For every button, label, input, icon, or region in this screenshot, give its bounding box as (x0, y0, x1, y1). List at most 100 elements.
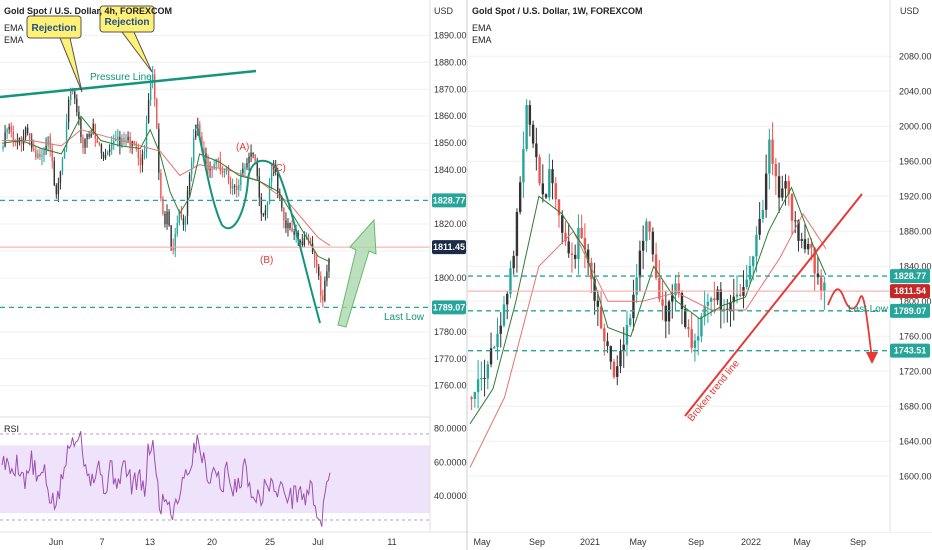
candle-body (104, 155, 107, 159)
candle-body (127, 136, 129, 141)
candle-body (315, 259, 318, 267)
x-tick-label: Jul (312, 537, 324, 547)
wave-projection-path (196, 124, 321, 324)
left-chart-title: Gold Spot / U.S. Dollar, 4h, FOREXCOM (4, 6, 172, 16)
candle-body (696, 336, 700, 341)
candle-body (764, 173, 768, 210)
x-tick-label: Sep (850, 537, 866, 547)
candle-body (687, 326, 690, 330)
candle-body (199, 124, 201, 137)
x-tick-label: 7 (99, 537, 104, 547)
candle-body (709, 298, 713, 302)
projected-decline-path (827, 288, 873, 361)
y-tick-label: 2080.00 (899, 51, 932, 61)
candle-body (178, 211, 181, 224)
candle-body (33, 148, 35, 151)
candle-body (716, 289, 719, 301)
candle-body (233, 185, 236, 187)
candle-body (612, 361, 616, 377)
y-tick-label: 1820.00 (434, 219, 467, 229)
candle-body (168, 211, 170, 226)
candle-body (264, 210, 267, 216)
candle-body (80, 118, 82, 137)
candle-body (790, 194, 794, 221)
rejection-label-2: Rejection (104, 17, 149, 28)
candle-body (713, 298, 716, 301)
candle-body (76, 98, 78, 112)
x-tick-label: Sep (529, 537, 545, 547)
candle-body (496, 333, 499, 347)
candle-body (69, 88, 72, 100)
x-tick-label: Sep (688, 537, 704, 547)
candle-body (476, 379, 480, 393)
candle-body (641, 240, 645, 251)
candle-body (518, 182, 522, 212)
candle-body (541, 183, 545, 195)
candle-body (121, 137, 123, 146)
candle-body (313, 252, 316, 260)
right-chart: Broken trend line Last Low Gold Spot / U… (466, 0, 890, 550)
candle-body (629, 318, 632, 325)
candle-body (41, 155, 43, 157)
candle-body (88, 134, 90, 137)
candle-body (67, 99, 70, 122)
price-tag (432, 300, 466, 315)
candle-body (706, 301, 710, 306)
candle-body (82, 136, 84, 148)
candle-body (215, 159, 217, 165)
candle-body (307, 235, 310, 241)
y-tick-label: 1640.00 (899, 436, 932, 446)
price-tag (890, 284, 930, 299)
rejection-callout-2: Rejection (99, 5, 155, 73)
x-tick-label: 20 (207, 537, 217, 547)
candle-body (807, 244, 810, 250)
y-tick-label: 1890.00 (434, 30, 467, 40)
candle-body (577, 227, 580, 259)
left-last-low-label: Last Low (384, 312, 425, 323)
right-y-ticks: 1600.00 1640.00 1680.00 1720.00 1760.00 1800.… (899, 51, 932, 481)
price-tag-label: 1811.45 (433, 242, 465, 252)
rejection-pointer-2 (121, 31, 153, 73)
candle-body (240, 173, 242, 186)
candle-body (154, 74, 156, 99)
candle-body (674, 283, 677, 296)
candle-body (90, 134, 92, 137)
candle-body (180, 211, 183, 219)
candle-body (47, 136, 49, 146)
y-tick-label: 1860.00 (434, 111, 467, 121)
candle-body (125, 140, 127, 142)
candle-body (619, 350, 622, 367)
price-tag-label: 1828.77 (433, 195, 466, 205)
candle-body (55, 185, 58, 195)
candle-body (207, 157, 209, 170)
candle-body (203, 148, 205, 154)
price-tag-label: 1789.07 (433, 302, 466, 312)
candle-body (270, 172, 273, 182)
candle-body (149, 80, 152, 101)
x-tick-label: 2022 (741, 537, 761, 547)
pressure-line-label: Pressure Line (90, 72, 152, 83)
candle-body (486, 364, 489, 379)
candle-body (229, 181, 232, 189)
candle-body (813, 247, 816, 274)
candle-body (509, 268, 512, 294)
candle-body (473, 392, 477, 399)
candle-body (96, 138, 99, 143)
candle-body (272, 165, 275, 173)
candle-body (551, 169, 554, 184)
candle-body (291, 227, 293, 232)
candle-body (583, 238, 587, 250)
candle-body (531, 124, 535, 144)
x-tick-label: 13 (145, 537, 155, 547)
candle-body (160, 172, 162, 199)
candle-body (195, 130, 197, 138)
price-tag-label: 1811.54 (894, 286, 926, 296)
candle-body (596, 300, 600, 307)
price-tag (432, 240, 466, 255)
right-grid (468, 55, 890, 477)
candle-body (751, 256, 755, 266)
candle-body (102, 153, 105, 159)
candle-body (172, 247, 174, 251)
candle-body (735, 294, 739, 297)
candle-body (117, 136, 119, 140)
